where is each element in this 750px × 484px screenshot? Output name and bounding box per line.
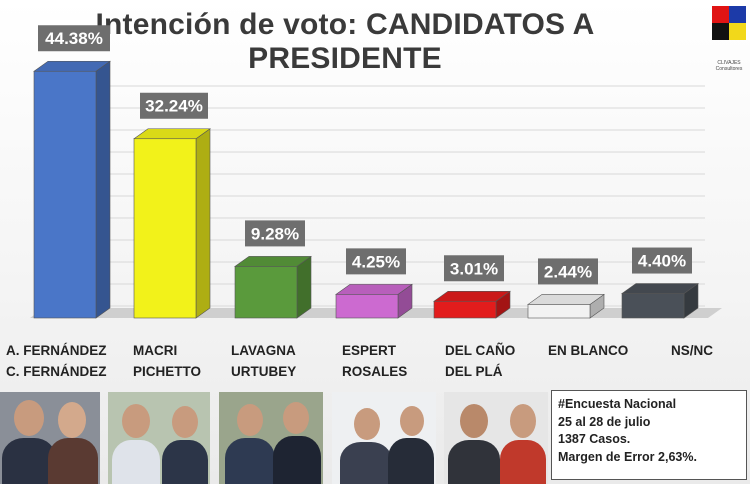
value-label-box <box>538 258 598 285</box>
bar <box>527 304 591 319</box>
logo-red-square <box>712 6 729 23</box>
value-label-box <box>346 248 406 275</box>
photo-head <box>58 402 86 438</box>
chart-title: Intención de voto: CANDIDATOS A PRESIDEN… <box>95 8 595 75</box>
category-label-line: NS/NC <box>671 343 714 358</box>
photo-body <box>273 436 321 484</box>
category-label: MACRI PICHETTO <box>133 340 201 382</box>
value-label: 32.24% <box>145 97 203 116</box>
value-label-box <box>444 255 504 282</box>
category-label: DEL CAÑO DEL PLÁ <box>445 340 515 382</box>
category-label-line: PICHETTO <box>133 364 202 379</box>
photo-body <box>448 440 500 484</box>
photo-body <box>48 438 98 484</box>
photo-body <box>500 440 546 484</box>
category-labels: A. FERNÁNDEZ C. FERNÁNDEZ MACRI PICHETTO LAV… <box>0 336 750 386</box>
category-label-line: C. FERNÁNDEZ <box>6 364 107 379</box>
bar-side <box>296 255 312 319</box>
bar <box>621 293 685 319</box>
photo-head <box>283 402 309 434</box>
photo-head <box>172 406 198 438</box>
photo-head <box>510 404 536 438</box>
bar-side <box>195 128 211 319</box>
value-label: 4.25% <box>352 252 400 271</box>
value-label-box <box>38 25 110 52</box>
value-label: 4.40% <box>638 252 686 271</box>
poll-info-line: #Encuesta Nacional <box>558 397 677 411</box>
logo-text: CLIVAJES Consultores <box>715 60 743 72</box>
bar-top <box>234 256 312 267</box>
bar <box>133 138 197 319</box>
logo-blue-square <box>729 6 746 23</box>
photo-espert <box>332 392 436 484</box>
bar <box>234 266 298 319</box>
photo-macri <box>108 392 210 484</box>
bar <box>33 70 97 319</box>
category-label-line: EN BLANCO <box>548 343 629 358</box>
logo-black-square <box>712 23 729 40</box>
category-label-line: ROSALES <box>342 364 408 379</box>
photo-fernandez <box>0 392 100 484</box>
photo-head <box>354 408 380 440</box>
category-label-line: A. FERNÁNDEZ <box>6 343 107 358</box>
bar <box>335 294 399 319</box>
pollster-logo: CLIVAJES Consultores <box>710 4 748 72</box>
value-label: 44.38% <box>45 29 103 48</box>
bar-side <box>95 60 111 319</box>
category-label-line: DEL CAÑO <box>445 343 516 358</box>
value-label-box <box>245 220 305 247</box>
category-label-line: MACRI <box>133 343 178 358</box>
category-label-line: DEL PLÁ <box>445 364 503 379</box>
photo-body <box>2 438 56 484</box>
bar-chart: 44.38% 32.24% 9.28% 4.25% 3.01% 2.44% 4.40% <box>30 25 722 319</box>
poll-info-line: Margen de Error 2,63%. <box>558 449 697 464</box>
value-label: 3.01% <box>450 259 498 278</box>
logo-yellow-square <box>729 23 746 40</box>
poll-info-line: 25 al 28 de julio <box>558 414 651 429</box>
bar-top <box>527 294 605 305</box>
category-label: ESPERT ROSALES <box>342 340 407 382</box>
bar-top <box>621 283 699 294</box>
photo-head <box>122 404 150 438</box>
value-label: 9.28% <box>251 224 299 243</box>
photo-head <box>237 404 263 436</box>
photo-head <box>14 400 44 436</box>
photo-body <box>112 440 160 484</box>
photo-body <box>388 438 434 484</box>
category-label-line: LAVAGNA <box>231 343 296 358</box>
bar-top <box>335 284 413 295</box>
bar <box>433 300 497 319</box>
value-label-box <box>632 247 692 274</box>
category-label: A. FERNÁNDEZ C. FERNÁNDEZ <box>6 340 107 382</box>
photo-delcano <box>444 392 548 484</box>
photo-lavagna <box>219 392 323 484</box>
photo-head <box>400 406 424 436</box>
photo-body <box>162 440 208 484</box>
category-label-line: ESPERT <box>342 343 397 358</box>
photo-body <box>225 438 275 484</box>
category-label: NS/NC <box>671 340 713 361</box>
poll-info-box: #Encuesta Nacional 25 al 28 de julio 138… <box>551 390 747 480</box>
category-label-line: URTUBEY <box>231 364 297 379</box>
poll-info-line: 1387 Casos. <box>558 432 631 446</box>
category-label: LAVAGNA URTUBEY <box>231 340 296 382</box>
bar-top <box>433 290 511 302</box>
bar-top <box>33 60 111 72</box>
category-label: EN BLANCO <box>548 340 628 361</box>
value-label: 2.44% <box>544 262 592 281</box>
photo-head <box>460 404 488 438</box>
value-label-box <box>140 92 208 119</box>
photo-body <box>340 442 392 484</box>
bar-top <box>133 128 211 140</box>
